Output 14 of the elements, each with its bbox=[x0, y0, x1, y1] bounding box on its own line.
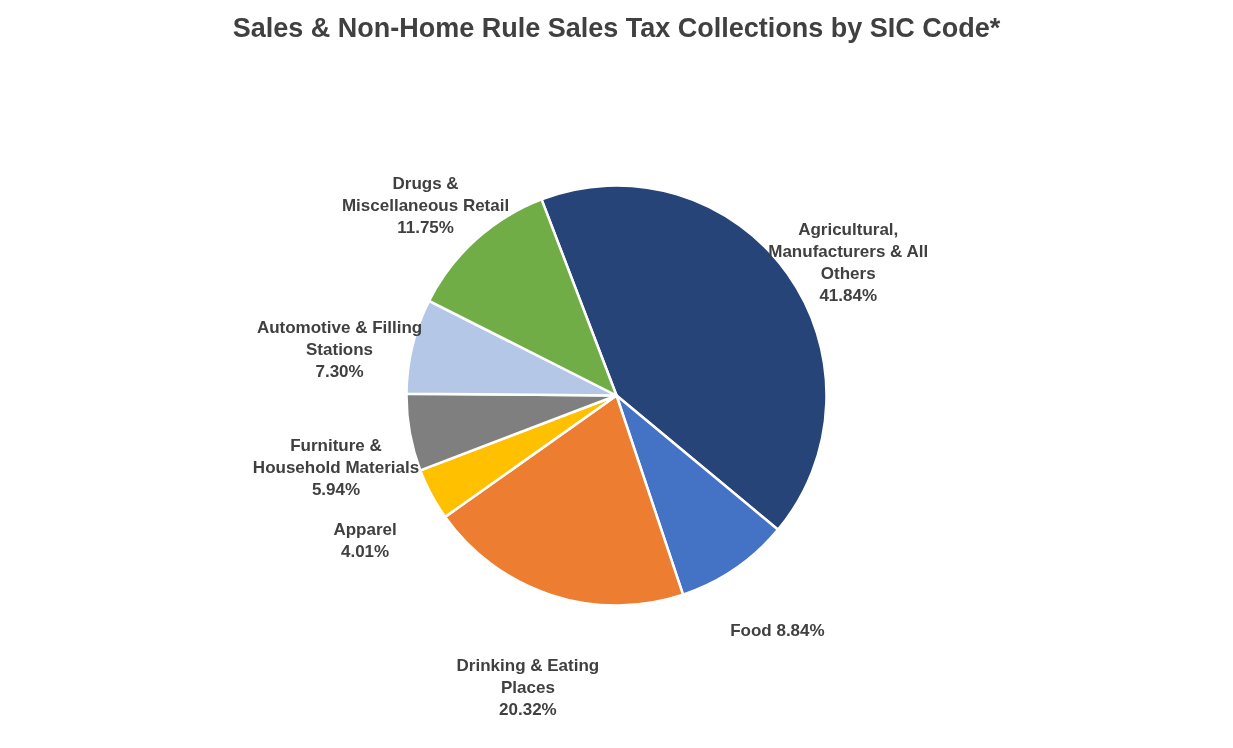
data-label: 41.84% bbox=[819, 285, 878, 305]
slice-label: Drinking & Eating Places bbox=[456, 656, 600, 698]
data-label: 4.01% bbox=[340, 541, 390, 561]
data-label: 7.30% bbox=[315, 362, 364, 382]
slice-label: Apparel bbox=[333, 519, 397, 539]
data-label: 20.32% bbox=[499, 700, 557, 720]
slice-label: Agricultural, Manufacturers & All Others bbox=[768, 219, 929, 283]
data-label: 11.75% bbox=[397, 217, 454, 237]
slice-label: Furniture & Household Materials bbox=[252, 435, 420, 477]
slice-label: Food 8.84% bbox=[730, 620, 825, 640]
slice-label: Automotive & Filling Stations bbox=[256, 318, 423, 360]
data-label: 5.94% bbox=[311, 479, 361, 499]
chart-title: Sales & Non-Home Rule Sales Tax Collections by SIC Code* bbox=[232, 13, 1001, 43]
slice-label: Drugs & Miscellaneous Retail bbox=[341, 173, 510, 215]
